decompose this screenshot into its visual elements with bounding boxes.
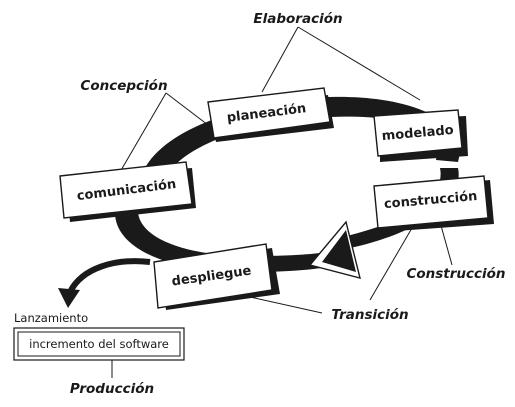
box-construccion: construcción — [373, 175, 494, 232]
release-increment-box: incremento del software — [13, 327, 185, 361]
box-comunicacion: comunicación — [59, 161, 196, 222]
box-label-modelado: modelado — [381, 123, 454, 144]
release-arrow — [58, 258, 151, 308]
cycle-arrowhead — [308, 220, 361, 279]
box-despliegue: despliegue — [153, 243, 280, 310]
phase-label-produccion: Producción — [70, 381, 154, 397]
phase-label-transicion: Transición — [331, 307, 408, 323]
box-planeacion: planeación — [207, 87, 334, 142]
box-modelado: modelado — [373, 109, 468, 162]
phase-label-construccion: Construcción — [406, 266, 505, 282]
phase-label-elaboracion: Elaboración — [253, 11, 342, 27]
release-increment-label: incremento del software — [29, 337, 169, 351]
leader-lines — [111, 26, 453, 378]
phase-label-concepcion: Concepción — [80, 78, 167, 94]
release-title: Lanzamiento — [14, 311, 88, 325]
